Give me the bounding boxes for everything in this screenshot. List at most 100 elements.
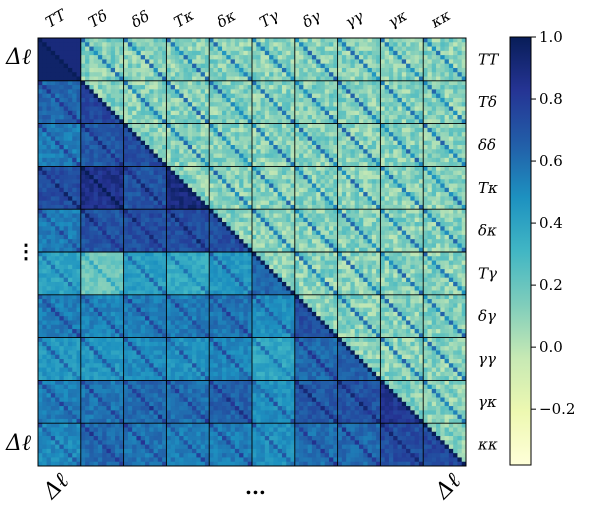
heatmap-cell [89,162,95,167]
heatmap-cell [97,170,103,176]
heatmap-cell [217,230,223,236]
heatmap-cell [388,209,394,214]
heatmap-cell [226,55,232,60]
heatmap-cell [320,102,326,107]
heatmap-cell [183,59,189,65]
heatmap-cell [273,110,279,116]
heatmap-cell [307,226,313,232]
heatmap-cell [324,213,330,219]
heatmap-cell [414,247,420,253]
heatmap-cell [106,93,112,99]
heatmap-cell [247,115,253,120]
heatmap-cell [431,179,437,185]
heatmap-cell [264,59,270,65]
heatmap-cell [290,192,296,197]
heatmap-cell [354,243,360,249]
heatmap-cell [170,115,176,120]
heatmap-cell [286,102,292,107]
heatmap-cell [209,243,214,249]
heatmap-cell [222,85,227,90]
heatmap-cell [264,226,270,232]
heatmap-cell [132,196,137,202]
heatmap-cell [136,132,142,137]
heatmap-cell [247,239,253,244]
heatmap-cell [307,97,313,103]
heatmap-cell [80,187,86,193]
heatmap-cell [273,187,279,193]
heatmap-cell [222,80,227,86]
heatmap-cell [132,239,137,244]
heatmap-cell [397,127,403,133]
heatmap-cell [260,149,266,155]
heatmap-cell [264,209,270,214]
heatmap-cell [97,217,103,223]
heatmap-cell [418,85,424,90]
heatmap-cell [230,243,236,249]
heatmap-cell [179,243,185,249]
heatmap-cell [401,145,407,150]
heatmap-cell [307,80,313,86]
heatmap-cell [239,187,244,193]
heatmap-cell [243,170,249,176]
heatmap-cell [247,127,253,133]
heatmap-cell [316,247,321,253]
heatmap-cell [367,42,373,48]
heatmap-cell [286,38,292,43]
heatmap-cell [145,239,150,244]
heatmap-cell [38,85,43,90]
heatmap-cell [406,136,411,142]
heatmap-cell [406,127,411,133]
heatmap-cell [38,97,43,103]
heatmap-cell [457,222,463,227]
heatmap-cell [174,110,180,116]
heatmap-cell [72,179,78,185]
heatmap-cell [46,222,52,227]
heatmap-cell [153,166,159,172]
heatmap-cell [329,136,334,142]
heatmap-cell [333,38,339,43]
heatmap-cell [329,204,334,210]
heatmap-cell [67,204,73,210]
heatmap-cell [55,55,60,60]
heatmap-cell [444,42,450,48]
heatmap-cell [97,132,103,137]
heatmap-cell [115,63,120,69]
heatmap-cell [354,166,360,172]
heatmap-cell [427,204,433,210]
heatmap-cell [376,136,381,142]
heatmap-cell [76,119,82,125]
heatmap-cell [380,132,386,137]
heatmap-cell [346,222,351,227]
heatmap-cell [371,196,377,202]
heatmap-cell [166,38,172,43]
heatmap-cell [303,115,309,120]
heatmap-cell [388,132,394,137]
heatmap-cell [294,38,300,43]
heatmap-cell [256,140,262,146]
heatmap-cell [269,46,274,52]
heatmap-cell [209,149,214,155]
heatmap-cell [187,55,193,60]
heatmap-cell [350,247,356,253]
heatmap-cell [93,179,99,185]
heatmap-cell [46,102,52,107]
heatmap-cell [239,217,244,223]
heatmap-cell [337,106,343,112]
heatmap-cell [264,196,270,202]
heatmap-cell [187,213,193,219]
heatmap-cell [418,179,424,185]
heatmap-cell [157,97,163,103]
heatmap-cell [63,132,69,137]
heatmap-cell [440,217,446,223]
heatmap-cell [67,217,73,223]
heatmap-cell [273,102,279,107]
heatmap-cell [448,230,454,236]
heatmap-cell [294,239,300,244]
heatmap-cell [264,55,270,60]
heatmap-cell [166,127,172,133]
heatmap-cell [106,127,112,133]
heatmap-cell [427,93,433,99]
heatmap-cell [303,243,309,249]
heatmap-cell [145,115,150,120]
heatmap-cell [388,93,394,99]
